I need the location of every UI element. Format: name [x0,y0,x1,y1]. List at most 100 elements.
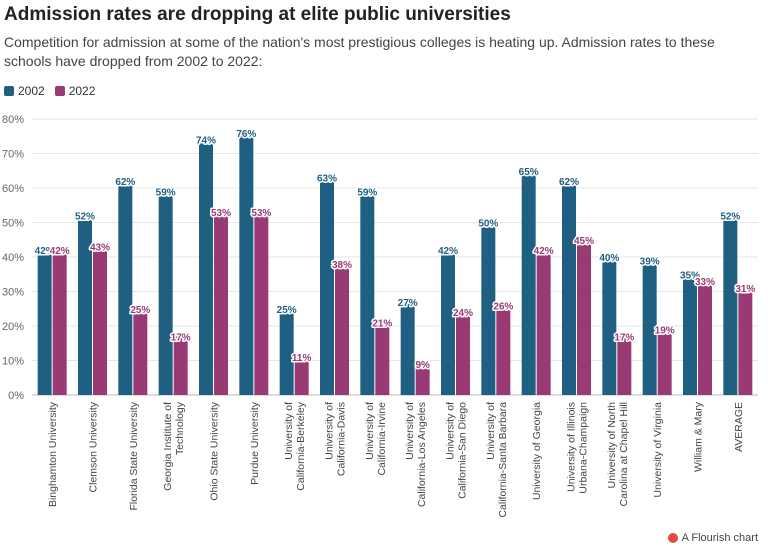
bar-2022[interactable] [375,322,390,395]
legend-item-2002[interactable]: 2002 [4,84,45,98]
y-tick-label: 20% [2,321,24,333]
x-tick-label-line: University of [485,402,497,460]
bar-2022[interactable] [496,305,511,395]
bar-2022[interactable] [536,250,551,395]
bar-2002[interactable] [239,132,254,396]
bar-2022[interactable] [415,363,430,395]
bar-2002[interactable] [37,250,52,395]
bar-2022[interactable] [52,250,67,395]
x-tick-label-line: Purdue University [249,401,261,485]
flourish-credit[interactable]: A Flourish chart [667,532,758,544]
y-tick-label: 40% [2,252,24,264]
data-label-2022: 33% [695,277,715,288]
bar-2002[interactable] [360,191,375,395]
bar-2022[interactable] [294,357,309,395]
data-label-2022: 43% [90,243,110,254]
x-tick-label: Florida State University [128,401,140,510]
bar-2022[interactable] [698,281,712,395]
x-tick-label-line: University of [445,402,457,460]
legend-swatch-2002 [4,86,14,96]
bar-2002[interactable] [642,260,657,395]
bar-2002[interactable] [441,250,455,395]
bar-2022[interactable] [738,288,753,395]
data-label-2002: 40% [599,253,619,264]
bar-2002[interactable] [723,215,738,395]
legend-item-2022[interactable]: 2022 [54,84,95,98]
bar-2002[interactable] [279,308,294,395]
x-tick-label: University ofCalifornia-Berkeley [283,401,307,490]
bar-2022[interactable] [577,239,591,395]
data-label-2002: 42% [438,246,458,257]
data-label-2002: 76% [236,129,256,140]
data-label-2002: 59% [156,187,176,198]
x-tick-label-line: California-Berkeley [295,401,307,490]
x-tick-label-line: William & Mary [693,401,705,472]
data-label-2002: 27% [398,298,418,309]
data-label-2022: 9% [415,360,430,371]
y-tick-label: 30% [2,287,24,299]
x-tick-label-line: Georgia Institute of [162,402,174,491]
data-label-2022: 21% [372,319,392,330]
x-tick-label-line: Florida State University [128,401,140,510]
flourish-credit-label: A Flourish chart [681,532,758,544]
data-label-2022: 11% [292,353,312,364]
x-tick-label-line: California-Los Angeles [416,402,428,507]
bar-2002[interactable] [78,215,92,395]
x-tick-label-line: University of North [606,402,618,489]
bar-2002[interactable] [320,177,334,395]
x-tick-label: University ofCalifornia-Santa Barbara [485,402,509,518]
data-label-2002: 65% [519,167,539,178]
x-tick-label: Ohio State University [209,401,221,500]
chart-subtitle: Competition for admission at some of the… [4,34,715,69]
data-label-2002: 59% [357,187,377,198]
y-tick-label: 80% [2,114,24,126]
x-tick-label-line: Ohio State University [209,401,221,500]
bar-2022[interactable] [657,329,672,395]
bar-2022[interactable] [93,246,107,395]
x-tick-label: University ofCalifornia-San Diego [445,402,469,499]
x-tick-label-line: University of Virginia [652,402,664,498]
bar-2002[interactable] [481,222,496,396]
data-label-2002: 63% [317,174,337,185]
y-tick-label: 60% [2,183,24,195]
bar-2002[interactable] [602,257,617,395]
bar-2022[interactable] [335,263,349,395]
x-tick-label-line: University of [404,402,416,460]
x-tick-label-line: Carolina at Chapel Hill [618,402,630,506]
data-label-2002: 52% [720,212,740,223]
bar-2022[interactable] [456,312,470,395]
data-label-2022: 26% [493,301,513,312]
data-label-2002: 39% [640,256,660,267]
bar-2022[interactable] [133,308,148,395]
bar-2022[interactable] [173,336,188,395]
bar-2022[interactable] [254,212,269,395]
bar-2002[interactable] [199,139,213,395]
bar-2002[interactable] [158,191,173,395]
bar-2002[interactable] [118,181,133,395]
bar-2022[interactable] [214,212,228,395]
data-label-2002: 50% [478,219,498,230]
data-label-2022: 42% [50,246,70,257]
x-tick-label: Georgia Institute ofTechnology [162,401,186,490]
x-tick-label-line: California-Santa Barbara [497,402,509,518]
bar-2002[interactable] [400,301,415,395]
x-tick-label: AVERAGE [733,402,745,452]
bar-2002[interactable] [562,181,576,395]
x-tick-label-line: University of Illinois [566,402,578,492]
x-tick-label: University of Virginia [652,402,664,498]
x-tick-label-line: California-Irvine [376,402,388,476]
bar-2002[interactable] [683,274,697,395]
x-tick-label: Binghamton University [47,401,59,507]
data-label-2022: 17% [614,332,634,343]
bar-2022[interactable] [617,336,632,395]
data-label-2022: 53% [251,208,271,219]
y-tick-label: 10% [2,356,24,368]
data-label-2002: 42% [35,246,55,257]
x-tick-label-line: University of [283,402,295,460]
bar-2002[interactable] [521,170,536,395]
data-label-2022: 53% [211,208,231,219]
data-label-2022: 17% [171,332,191,343]
x-tick-label: University ofCalifornia-Davis [324,402,348,476]
y-tick-label: 0% [8,390,24,402]
